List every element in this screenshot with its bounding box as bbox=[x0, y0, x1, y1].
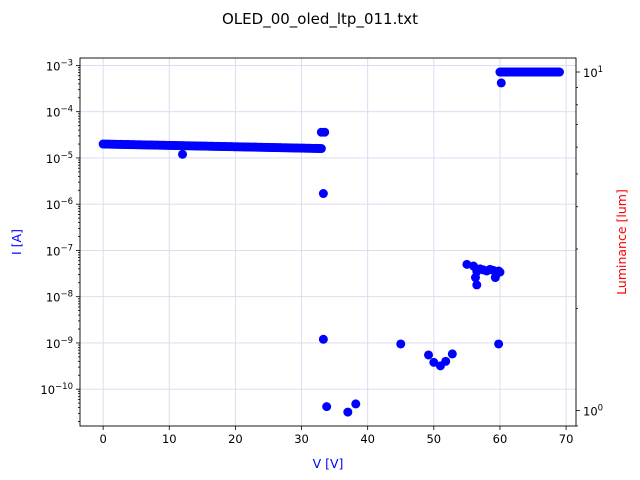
data-point bbox=[322, 402, 332, 412]
plot-area-frame bbox=[79, 57, 577, 427]
data-point bbox=[351, 399, 361, 409]
y2-tick-label: 101 bbox=[583, 65, 603, 80]
y-tick-label: 10−10 bbox=[40, 382, 73, 397]
y-tick-label: 10−9 bbox=[46, 336, 73, 351]
x-tick-label: 50 bbox=[426, 432, 441, 446]
data-point bbox=[447, 349, 457, 359]
x-tick-label: 70 bbox=[559, 432, 574, 446]
y-axis-label: I [A] bbox=[9, 229, 24, 255]
y-tick-label: 10−6 bbox=[46, 197, 73, 212]
axis-ticks: 0 10 20 30 40 50 60 70 10−10 10−9 10−8 10−7 10−6 10−5… bbox=[40, 58, 603, 446]
grid bbox=[80, 58, 576, 426]
data-point bbox=[441, 356, 451, 366]
x-tick-label: 60 bbox=[493, 432, 508, 446]
data-point bbox=[318, 334, 328, 344]
y-tick-label: 10−8 bbox=[46, 290, 73, 305]
y-tick-label: 10−4 bbox=[46, 105, 73, 120]
data-point bbox=[343, 407, 353, 417]
x-axis-label: V [V] bbox=[313, 456, 344, 471]
data-point bbox=[316, 144, 326, 154]
data-point bbox=[429, 357, 439, 367]
x-tick-label: 30 bbox=[294, 432, 309, 446]
y-tick-label: 10−7 bbox=[46, 243, 73, 258]
x-tick-label: 40 bbox=[360, 432, 375, 446]
data-point bbox=[318, 189, 328, 199]
x-tick-label: 0 bbox=[99, 432, 106, 446]
data-point bbox=[470, 273, 480, 283]
x-tick-label: 20 bbox=[228, 432, 243, 446]
chart-title: OLED_00_oled_ltp_011.txt bbox=[222, 10, 418, 29]
x-tick-label: 10 bbox=[162, 432, 177, 446]
y-tick-label: 10−3 bbox=[46, 58, 73, 73]
data-point bbox=[424, 350, 434, 360]
data-point bbox=[396, 339, 406, 349]
data-point bbox=[495, 267, 505, 277]
data-point bbox=[496, 78, 506, 88]
data-points bbox=[98, 67, 564, 417]
data-point bbox=[178, 149, 188, 159]
y2-tick-label: 100 bbox=[583, 404, 603, 419]
data-point bbox=[494, 339, 504, 349]
y-tick-label: 10−5 bbox=[46, 151, 73, 166]
data-point bbox=[320, 127, 330, 137]
y2-axis-label: Luminance [lum] bbox=[614, 189, 629, 295]
data-point bbox=[472, 280, 482, 290]
data-point bbox=[554, 67, 564, 77]
